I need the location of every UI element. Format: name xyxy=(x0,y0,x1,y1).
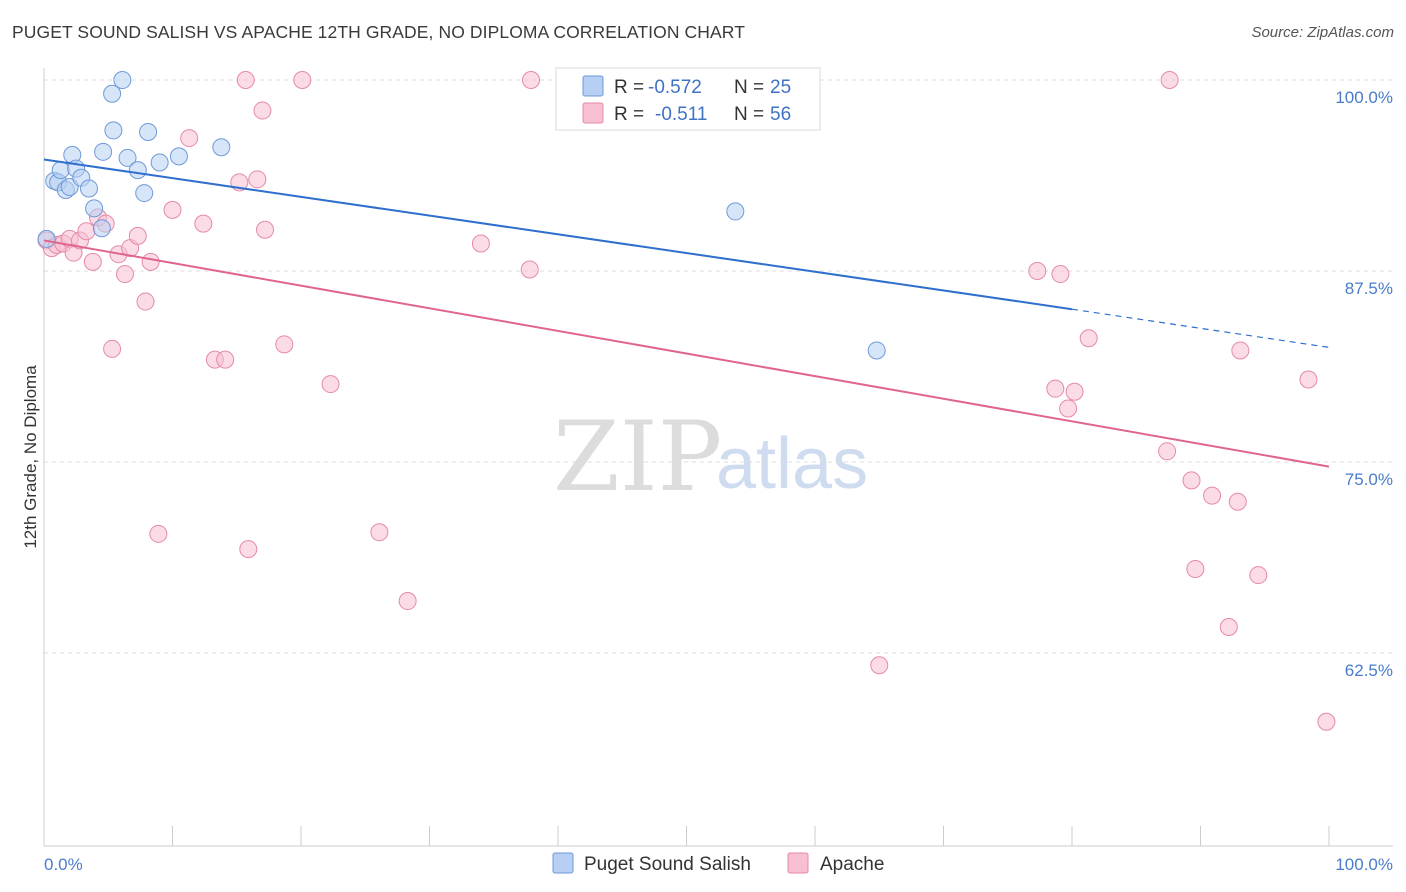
apache-point-7 xyxy=(77,222,96,241)
watermark-zip: ZIP xyxy=(553,401,722,513)
apache-point-15 xyxy=(128,226,147,245)
apache-trend-line xyxy=(43,239,1330,468)
correlation-legend: R = -0.572 N = 25 R = -0.511 N = 56 xyxy=(555,67,821,131)
legend-n-value-2: 56 xyxy=(770,104,791,125)
legend-n-label-1: N = xyxy=(734,77,764,98)
series-legend-label-1: Puget Sound Salish xyxy=(584,854,751,875)
salish-point-24 xyxy=(867,341,886,360)
salish-point-20 xyxy=(150,153,169,172)
apache-point-8 xyxy=(83,252,102,271)
apache-point-16 xyxy=(136,292,155,311)
apache-point-31 xyxy=(293,71,312,89)
salish-point-0 xyxy=(37,229,56,248)
apache-point-40 xyxy=(1046,379,1065,398)
salish-trend-extension xyxy=(1071,308,1330,348)
legend-n-value-1: 25 xyxy=(770,77,791,98)
legend-n-label-2: N = xyxy=(734,104,764,125)
apache-point-45 xyxy=(1160,71,1179,89)
y-tick-label-2: 75.0% xyxy=(1345,470,1393,489)
watermark-atlas: atlas xyxy=(716,424,868,504)
apache-point-52 xyxy=(1231,341,1250,360)
apache-point-21 xyxy=(194,214,213,233)
apache-point-36 xyxy=(520,260,539,279)
apache-point-23 xyxy=(216,350,235,369)
chart-title: PUGET SOUND SALISH VS APACHE 12TH GRADE,… xyxy=(12,22,745,42)
salish-point-3 xyxy=(51,161,70,180)
salish-point-23 xyxy=(726,202,745,221)
apache-point-51 xyxy=(1228,492,1247,511)
apache-point-13 xyxy=(115,265,134,284)
apache-point-17 xyxy=(141,252,160,271)
apache-point-26 xyxy=(239,540,258,559)
salish-point-15 xyxy=(113,71,132,89)
apache-point-29 xyxy=(256,220,275,239)
x-tick-label-0: 0.0% xyxy=(44,855,83,874)
apache-point-42 xyxy=(1059,399,1078,418)
apache-point-55 xyxy=(1317,712,1336,731)
apache-point-37 xyxy=(522,71,541,89)
y-axis-label: 12th Grade, No Diploma xyxy=(21,365,40,549)
apache-point-44 xyxy=(1079,329,1098,348)
apache-point-39 xyxy=(1028,262,1047,280)
y-tick-label-1: 87.5% xyxy=(1345,279,1393,298)
salish-point-14 xyxy=(104,121,123,140)
source-label: Source: ZipAtlas.com xyxy=(1251,24,1394,41)
salish-point-12 xyxy=(94,142,113,161)
salish-point-13 xyxy=(103,84,122,103)
legend-swatch-blue xyxy=(582,75,604,97)
trend-lines xyxy=(43,158,1330,468)
apache-point-18 xyxy=(149,524,168,543)
apache-point-41 xyxy=(1051,265,1070,284)
axes xyxy=(43,68,1393,847)
y-tick-label-3: 62.5% xyxy=(1345,661,1393,680)
salish-trend-line xyxy=(43,158,1073,311)
apache-point-54 xyxy=(1299,370,1318,389)
apache-point-50 xyxy=(1219,618,1238,637)
apache-point-19 xyxy=(163,200,182,219)
series-legend-label-2: Apache xyxy=(820,854,884,875)
legend-r-label-2: R = xyxy=(614,104,644,125)
apache-point-35 xyxy=(471,234,490,253)
apache-point-27 xyxy=(248,170,267,189)
puget-sound-salish-points xyxy=(37,71,886,360)
salish-point-19 xyxy=(139,122,158,141)
series-legend-swatch-blue xyxy=(552,852,574,874)
apache-point-38 xyxy=(870,656,889,675)
y-tick-label-0: 100.0% xyxy=(1335,88,1393,107)
apache-point-43 xyxy=(1065,382,1084,401)
apache-point-28 xyxy=(253,101,272,120)
series-legend: Puget Sound Salish Apache xyxy=(552,852,884,875)
salish-point-22 xyxy=(212,138,231,157)
apache-point-47 xyxy=(1182,471,1201,490)
apache-point-49 xyxy=(1203,486,1222,505)
legend-swatch-pink xyxy=(582,102,604,124)
legend-r-value-2: -0.511 xyxy=(655,104,707,125)
salish-point-18 xyxy=(135,184,154,203)
salish-point-11 xyxy=(92,219,111,238)
apache-point-32 xyxy=(321,375,340,394)
apache-point-33 xyxy=(370,523,389,542)
legend-r-value-1: -0.572 xyxy=(648,77,702,98)
apache-point-20 xyxy=(180,129,199,148)
salish-point-21 xyxy=(169,147,188,166)
x-tick-label-1: 100.0% xyxy=(1335,855,1393,874)
apache-point-48 xyxy=(1186,559,1205,578)
x-ticks xyxy=(172,826,1330,846)
apache-point-46 xyxy=(1158,442,1177,461)
apache-point-25 xyxy=(236,71,255,89)
legend-r-label-1: R = xyxy=(614,77,644,98)
salish-point-9 xyxy=(79,179,98,198)
salish-point-16 xyxy=(118,148,137,167)
y-tick-labels: 100.0% 87.5% 75.0% 62.5% xyxy=(1335,88,1393,680)
salish-point-10 xyxy=(85,199,104,218)
apache-point-11 xyxy=(103,339,122,358)
series-legend-swatch-pink xyxy=(787,852,809,874)
x-tick-labels: 0.0% 100.0% xyxy=(44,855,1393,874)
salish-point-17 xyxy=(128,161,147,180)
apache-point-34 xyxy=(398,592,417,611)
apache-point-30 xyxy=(275,335,294,354)
apache-point-53 xyxy=(1249,566,1268,585)
